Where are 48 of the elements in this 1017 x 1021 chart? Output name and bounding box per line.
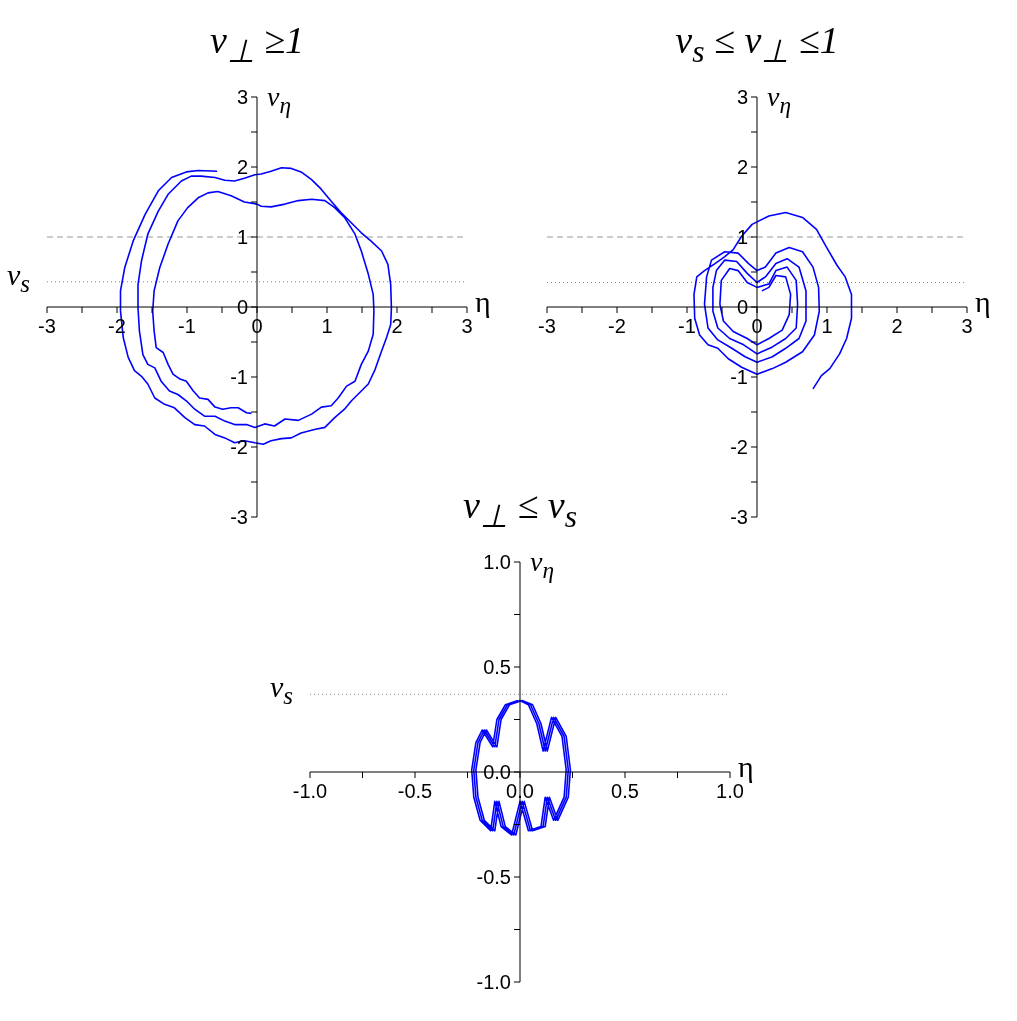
y-tick-label: 3 — [736, 86, 748, 108]
y-tick-label: 0.0 — [483, 761, 511, 783]
y-tick-label: -1.0 — [476, 971, 511, 993]
x-tick-label: -0.5 — [397, 780, 433, 802]
y-axis-title: v$_{η}$ — [767, 81, 792, 119]
x-tick-label: 1 — [321, 315, 333, 337]
y-tick-label: -1 — [230, 366, 248, 388]
x-tick-label: 3 — [961, 315, 973, 337]
x-tick-label: 0 — [251, 315, 263, 337]
y-tick-label: -2 — [730, 436, 748, 458]
ref-line-label: v$_{s}$ — [7, 257, 31, 298]
y-tick-label: 1 — [236, 226, 248, 248]
y-axis-title: v$_{η}$ — [267, 81, 292, 119]
y-tick-label: -0.5 — [476, 866, 511, 888]
y-tick-label: 0 — [236, 296, 248, 318]
y-tick-label: 3 — [236, 86, 248, 108]
y-tick-label: -3 — [230, 506, 248, 528]
chart-title: v$_{⊥}$ ≥1 — [208, 18, 306, 70]
x-tick-label: 0.0 — [506, 780, 534, 802]
x-tick-label: 0.5 — [611, 780, 639, 802]
y-tick-label: 1.0 — [483, 551, 511, 573]
x-tick-label: -1 — [678, 315, 696, 337]
x-axis-title: η — [738, 750, 754, 784]
y-tick-label: -2 — [230, 436, 248, 458]
y-tick-label: 2 — [236, 156, 248, 178]
chart-title: v$_{s}$ ≤ v$_{⊥}$ ≤1 — [674, 18, 840, 70]
x-tick-label: -3 — [38, 315, 56, 337]
x-tick-label: -2 — [608, 315, 626, 337]
x-tick-label: -3 — [538, 315, 556, 337]
y-tick-label: -3 — [730, 506, 748, 528]
line-series — [470, 699, 572, 836]
chart-title: v$_{⊥}$ ≤ v$_{s}$ — [463, 484, 577, 534]
ref-line-label: v$_{s}$ — [270, 670, 294, 711]
y-tick-label: -1 — [730, 366, 748, 388]
x-axis-title: η — [975, 285, 991, 319]
x-tick-label: 3 — [461, 315, 473, 337]
y-tick-label: 2 — [736, 156, 748, 178]
x-tick-label: -1.0 — [292, 780, 328, 802]
y-tick-label: 0 — [736, 296, 748, 318]
x-tick-label: -1 — [178, 315, 196, 337]
x-tick-label: 0 — [751, 315, 763, 337]
x-axis-title: η — [475, 285, 491, 319]
x-tick-label: 2 — [891, 315, 903, 337]
line-series — [693, 211, 853, 390]
y-tick-label: 0.5 — [483, 656, 511, 678]
y-axis-title: v$_{η}$ — [530, 546, 555, 584]
x-tick-label: 2 — [391, 315, 403, 337]
x-tick-label: 1 — [821, 315, 833, 337]
